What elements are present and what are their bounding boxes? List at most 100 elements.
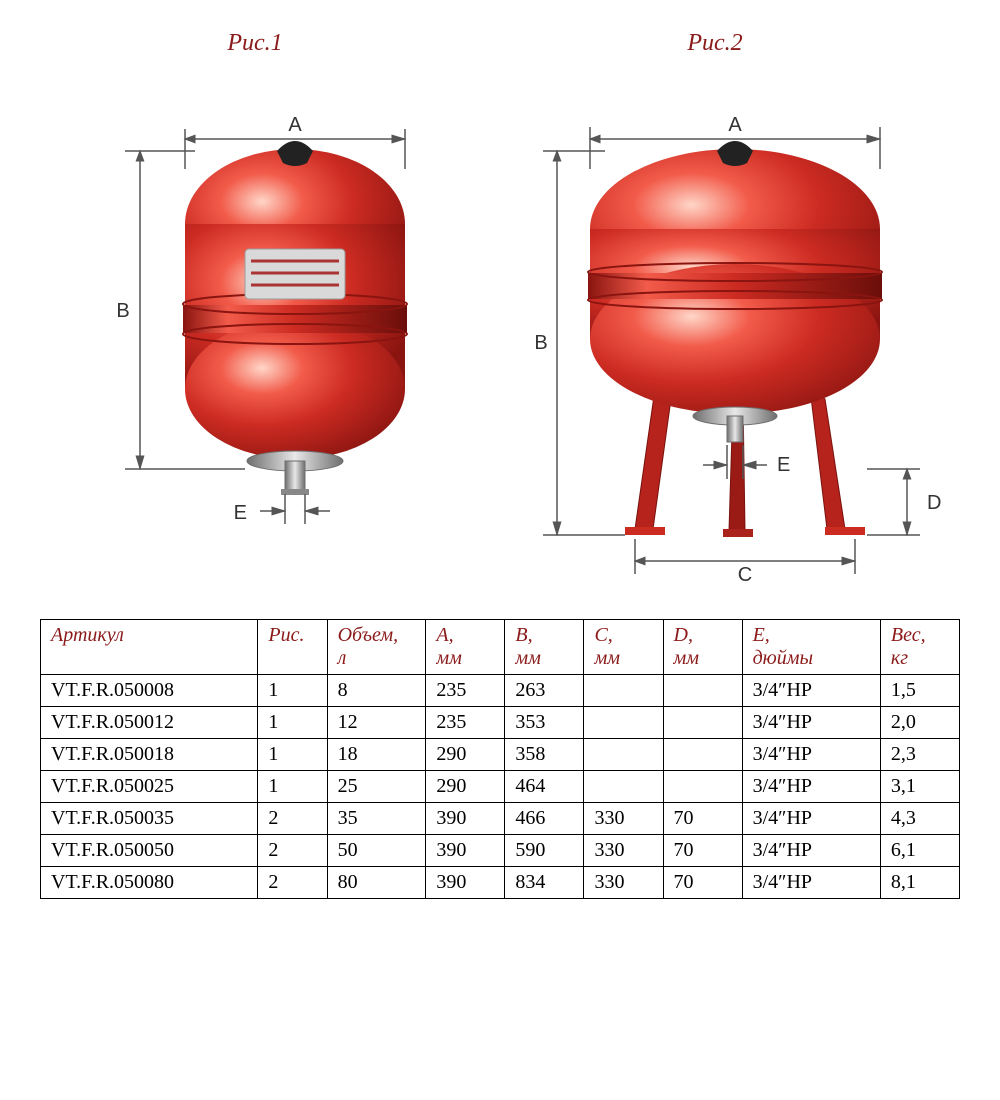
table-cell: 263 xyxy=(505,675,584,707)
spec-col-header: C,мм xyxy=(584,620,663,675)
table-cell: VT.F.R.050008 xyxy=(41,675,258,707)
spec-col-header: A,мм xyxy=(426,620,505,675)
table-cell: 18 xyxy=(327,739,426,771)
spec-col-header: Артикул xyxy=(41,620,258,675)
spec-col-header: E,дюймы xyxy=(742,620,880,675)
table-cell: VT.F.R.050080 xyxy=(41,867,258,899)
dim-B-1-label: B xyxy=(116,300,129,322)
table-cell: 390 xyxy=(426,867,505,899)
dim-B-2-label: B xyxy=(534,332,547,354)
table-cell: 1 xyxy=(258,675,327,707)
spec-col-header: Вес,кг xyxy=(880,620,959,675)
table-cell: 3/4″НР xyxy=(742,675,880,707)
table-cell: VT.F.R.050018 xyxy=(41,739,258,771)
table-cell: 8 xyxy=(327,675,426,707)
table-cell: 70 xyxy=(663,867,742,899)
table-cell xyxy=(663,739,742,771)
table-cell: 70 xyxy=(663,835,742,867)
spec-table-header-row: АртикулРис.Объем,лA,ммB,ммC,ммD,ммE,дюйм… xyxy=(41,620,960,675)
table-cell: 353 xyxy=(505,707,584,739)
table-cell: 6,1 xyxy=(880,835,959,867)
dim-A-2-label: A xyxy=(728,114,742,136)
table-cell: 3/4″НР xyxy=(742,771,880,803)
dim-E-2-label: E xyxy=(777,454,790,476)
table-cell: 2 xyxy=(258,803,327,835)
dim-E-1-label: E xyxy=(234,502,247,524)
table-cell xyxy=(584,739,663,771)
spec-table: АртикулРис.Объем,лA,ммB,ммC,ммD,ммE,дюйм… xyxy=(40,619,960,899)
table-row: VT.F.R.050012112235353 3/4″НР2,0 xyxy=(41,707,960,739)
table-cell: 2,3 xyxy=(880,739,959,771)
table-cell: VT.F.R.050050 xyxy=(41,835,258,867)
table-cell: 290 xyxy=(426,739,505,771)
table-cell xyxy=(663,707,742,739)
table-cell: 80 xyxy=(327,867,426,899)
table-cell: 3/4″НР xyxy=(742,835,880,867)
table-cell: 390 xyxy=(426,803,505,835)
spec-col-header: D,мм xyxy=(663,620,742,675)
figure-1-title: Рис.1 xyxy=(227,30,282,57)
figure-2-title: Рис.2 xyxy=(687,30,742,57)
spec-col-header: Объем,л xyxy=(327,620,426,675)
table-row: VT.F.R.050018118290358 3/4″НР2,3 xyxy=(41,739,960,771)
figure-2: Рис.2 xyxy=(475,30,955,589)
table-cell: 25 xyxy=(327,771,426,803)
tank-2 xyxy=(588,141,882,442)
figure-2-svg: A B C D xyxy=(475,69,955,589)
table-cell: 50 xyxy=(327,835,426,867)
table-cell: 358 xyxy=(505,739,584,771)
table-cell: 1 xyxy=(258,771,327,803)
table-cell: 464 xyxy=(505,771,584,803)
table-cell: 3/4″НР xyxy=(742,707,880,739)
table-cell: VT.F.R.050012 xyxy=(41,707,258,739)
table-row: VT.F.R.05000818235263 3/4″НР1,5 xyxy=(41,675,960,707)
table-cell: 330 xyxy=(584,803,663,835)
table-cell: 2 xyxy=(258,867,327,899)
table-cell xyxy=(584,707,663,739)
table-cell: VT.F.R.050025 xyxy=(41,771,258,803)
figure-1-svg: A B E xyxy=(45,69,465,549)
table-row: VT.F.R.050050250390590330703/4″НР6,1 xyxy=(41,835,960,867)
table-cell: VT.F.R.050035 xyxy=(41,803,258,835)
table-cell: 1 xyxy=(258,739,327,771)
table-cell: 35 xyxy=(327,803,426,835)
table-cell: 3/4″НР xyxy=(742,739,880,771)
table-cell: 390 xyxy=(426,835,505,867)
dim-D-2-label: D xyxy=(927,492,941,514)
dim-C-2-label: C xyxy=(738,564,752,586)
table-cell: 2 xyxy=(258,835,327,867)
table-row: VT.F.R.050025125290464 3/4″НР3,1 xyxy=(41,771,960,803)
table-cell: 4,3 xyxy=(880,803,959,835)
table-cell: 834 xyxy=(505,867,584,899)
table-cell xyxy=(663,771,742,803)
figure-1: Рис.1 xyxy=(45,30,465,549)
table-cell: 8,1 xyxy=(880,867,959,899)
table-cell: 330 xyxy=(584,835,663,867)
table-cell: 3/4″НР xyxy=(742,803,880,835)
dim-D-2 xyxy=(867,469,920,535)
table-cell: 2,0 xyxy=(880,707,959,739)
table-cell xyxy=(584,771,663,803)
table-cell: 1,5 xyxy=(880,675,959,707)
figures-row: Рис.1 xyxy=(40,30,960,589)
table-cell xyxy=(584,675,663,707)
table-cell: 330 xyxy=(584,867,663,899)
table-cell: 3,1 xyxy=(880,771,959,803)
table-row: VT.F.R.050035235390466330703/4″НР4,3 xyxy=(41,803,960,835)
table-cell: 12 xyxy=(327,707,426,739)
dim-A-1-label: A xyxy=(288,114,302,136)
spec-col-header: B,мм xyxy=(505,620,584,675)
spec-col-header: Рис. xyxy=(258,620,327,675)
table-cell xyxy=(663,675,742,707)
dim-E-1 xyxy=(260,494,330,524)
table-cell: 290 xyxy=(426,771,505,803)
table-cell: 3/4″НР xyxy=(742,867,880,899)
table-cell: 235 xyxy=(426,675,505,707)
table-cell: 1 xyxy=(258,707,327,739)
table-cell: 235 xyxy=(426,707,505,739)
tank-1 xyxy=(183,141,407,495)
spec-table-body: VT.F.R.050008182352633/4″НР1,5VT.F.R.050… xyxy=(41,675,960,899)
table-cell: 70 xyxy=(663,803,742,835)
table-row: VT.F.R.050080280390834330703/4″НР8,1 xyxy=(41,867,960,899)
table-cell: 466 xyxy=(505,803,584,835)
